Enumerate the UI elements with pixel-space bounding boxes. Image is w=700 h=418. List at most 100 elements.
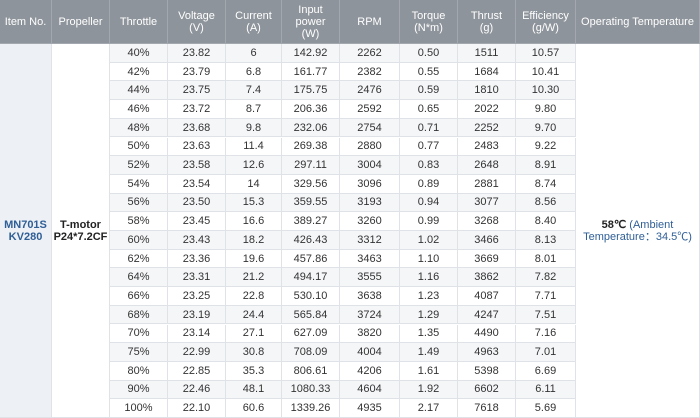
cell-text: Current <box>235 9 272 22</box>
data-cell: 23.43 <box>168 231 226 250</box>
cell-text: 3463 <box>357 252 382 265</box>
data-cell: 11.4 <box>226 137 282 157</box>
data-cell: 62% <box>110 249 168 269</box>
data-cell: 19.6 <box>226 249 282 269</box>
cell-text: 66% <box>127 289 150 302</box>
cell-text: 0.94 <box>417 196 440 209</box>
data-cell: 0.55 <box>400 62 458 82</box>
data-cell: 3004 <box>340 156 400 175</box>
cell-text: 7.01 <box>534 346 557 359</box>
cell-text: 457.86 <box>293 252 328 265</box>
data-cell: 2880 <box>340 137 400 157</box>
cell-text: 22.85 <box>182 364 211 377</box>
data-cell: 6 <box>226 44 282 63</box>
data-cell: 16.6 <box>226 212 282 231</box>
cell-text: 8.91 <box>534 159 557 172</box>
cell-text: 1.16 <box>417 271 440 284</box>
cell-text: 175.75 <box>293 84 328 97</box>
data-cell: 14 <box>226 174 282 194</box>
data-cell: 8.91 <box>516 156 576 175</box>
header-cell: Voltage (V) <box>168 0 226 44</box>
cell-text: 48.1 <box>242 383 265 396</box>
cell-text: 60.6 <box>242 402 265 415</box>
cell-text: Torque <box>411 9 446 22</box>
cell-text: 18.2 <box>242 233 265 246</box>
cell-text: KV280 <box>8 230 43 243</box>
data-cell: 3820 <box>340 324 400 344</box>
data-cell: 23.75 <box>168 81 226 101</box>
data-cell: 60% <box>110 231 168 250</box>
cell-text: 4247 <box>474 308 499 321</box>
cell-text: 2880 <box>357 140 382 153</box>
data-cell: 23.14 <box>168 324 226 344</box>
cell-text: 0.99 <box>417 215 440 228</box>
cell-text: 12.6 <box>242 159 265 172</box>
data-cell: 75% <box>110 343 168 362</box>
cell-text: 7.51 <box>534 308 557 321</box>
data-cell: 3260 <box>340 212 400 231</box>
cell-text: 1.02 <box>417 233 440 246</box>
cell-text: 4087 <box>474 289 499 302</box>
data-cell: 4004 <box>340 343 400 362</box>
cell-text: 58℃ <box>601 218 627 231</box>
data-cell: 2648 <box>458 156 516 175</box>
data-cell: 3555 <box>340 268 400 288</box>
data-cell: 23.25 <box>168 287 226 306</box>
data-cell: 1.02 <box>400 231 458 250</box>
data-cell: 10.57 <box>516 44 576 63</box>
cell-text: 8.01 <box>534 252 557 265</box>
cell-text: 3862 <box>474 271 499 284</box>
cell-text: 0.55 <box>417 65 440 78</box>
data-cell: 4247 <box>458 305 516 325</box>
header-cell: Throttle <box>110 0 168 44</box>
data-cell: 5.69 <box>516 399 576 418</box>
data-cell: 23.19 <box>168 305 226 325</box>
data-cell: 66% <box>110 287 168 306</box>
cell-text: 7618 <box>474 402 499 415</box>
header-cell: Item No. <box>0 0 52 44</box>
cell-text: 4935 <box>357 402 382 415</box>
data-cell: 1080.33 <box>282 380 340 400</box>
data-cell: 0.50 <box>400 44 458 63</box>
cell-text: 44% <box>127 84 150 97</box>
data-cell: 565.84 <box>282 305 340 325</box>
cell-text: 2592 <box>357 102 382 115</box>
data-cell: 3312 <box>340 231 400 250</box>
data-cell: 7.16 <box>516 324 576 344</box>
cell-text: 161.77 <box>293 65 328 78</box>
cell-text: 40% <box>127 46 150 59</box>
cell-text: 10.57 <box>531 46 560 59</box>
cell-text: 6.8 <box>245 65 262 78</box>
data-cell: 2252 <box>458 118 516 138</box>
cell-text: 10.41 <box>531 65 560 78</box>
data-cell: 18.2 <box>226 231 282 250</box>
cell-text: T-motor <box>60 218 101 231</box>
data-cell: 23.82 <box>168 44 226 63</box>
cell-text: 64% <box>127 271 150 284</box>
data-cell: 40% <box>110 44 168 63</box>
data-cell: 2382 <box>340 62 400 82</box>
data-cell: 2483 <box>458 137 516 157</box>
data-cell: 2881 <box>458 174 516 194</box>
data-cell: 7618 <box>458 399 516 418</box>
data-cell: 269.38 <box>282 137 340 157</box>
data-cell: 3638 <box>340 287 400 306</box>
cell-text: 389.27 <box>293 215 328 228</box>
data-cell: 627.09 <box>282 324 340 344</box>
header-cell: Operating Temperature <box>576 0 700 44</box>
cell-text: (V) <box>189 21 204 34</box>
cell-text: 23.54 <box>182 177 211 190</box>
cell-text: 62% <box>127 252 150 265</box>
cell-text: 4963 <box>474 346 499 359</box>
data-cell: 0.65 <box>400 100 458 119</box>
cell-text: 50% <box>127 140 150 153</box>
data-cell: 90% <box>110 380 168 400</box>
cell-text: 2754 <box>357 121 382 134</box>
data-cell: 7.51 <box>516 305 576 325</box>
data-cell: 806.61 <box>282 361 340 381</box>
data-cell: 50% <box>110 137 168 157</box>
data-cell: 6.69 <box>516 361 576 381</box>
cell-text: 9.8 <box>245 121 262 134</box>
cell-text: 232.06 <box>293 121 328 134</box>
data-cell: 23.36 <box>168 249 226 269</box>
